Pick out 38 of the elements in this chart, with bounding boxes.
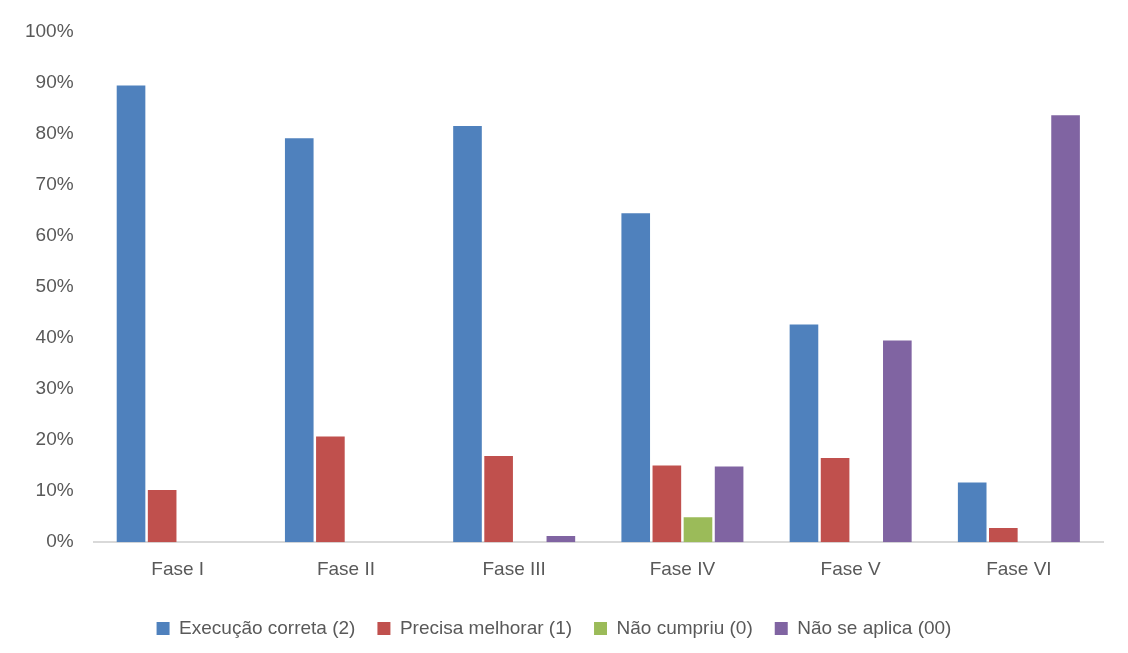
y-tick-label: 60% <box>35 223 74 245</box>
y-tick-label: 80% <box>35 121 74 143</box>
y-tick-label: 50% <box>35 275 74 297</box>
legend-label: Não cumpriu (0) <box>616 616 753 638</box>
bar <box>883 340 912 543</box>
x-tick-label: Fase IV <box>649 557 716 579</box>
bar <box>683 517 713 543</box>
bar <box>789 324 819 543</box>
y-tick-label: 20% <box>35 428 74 450</box>
bar <box>116 85 146 543</box>
bar <box>820 457 850 543</box>
bar <box>957 482 987 543</box>
y-tick-label: 40% <box>35 326 74 348</box>
bar <box>453 125 482 543</box>
bar <box>1051 115 1080 543</box>
bar <box>621 213 651 543</box>
bar <box>546 536 576 543</box>
bar <box>484 455 513 543</box>
y-tick-label: 10% <box>35 479 74 501</box>
y-tick-label: 90% <box>35 70 74 92</box>
x-tick-label: Fase III <box>482 557 546 579</box>
bar <box>284 138 314 543</box>
bar <box>652 465 682 543</box>
x-tick-label: Fase V <box>820 557 882 579</box>
x-tick-label: Fase II <box>316 557 375 579</box>
legend-label: Execução correta (2) <box>179 616 356 638</box>
legend-label: Precisa melhorar (1) <box>399 616 573 638</box>
bar <box>989 527 1018 543</box>
y-tick-label: 70% <box>35 172 74 194</box>
x-tick-label: Fase VI <box>986 557 1052 579</box>
bar <box>714 466 744 543</box>
bar <box>316 436 345 543</box>
y-tick-label: 100% <box>24 19 74 41</box>
y-tick-label: 0% <box>46 530 74 552</box>
legend-label: Não se aplica (00) <box>797 616 952 638</box>
y-tick-label: 30% <box>35 377 74 399</box>
bar <box>147 490 177 543</box>
x-tick-label: Fase I <box>151 557 205 579</box>
